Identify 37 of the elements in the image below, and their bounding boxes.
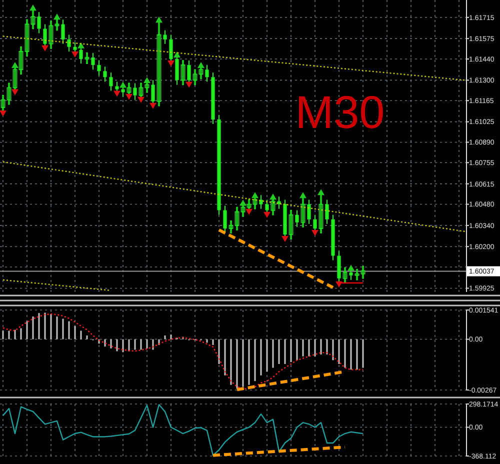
annotation: M30 <box>295 86 385 138</box>
point <box>348 264 354 271</box>
point <box>270 194 276 200</box>
point <box>198 62 204 68</box>
point <box>282 236 288 242</box>
point <box>240 200 246 206</box>
point <box>312 230 318 236</box>
point <box>318 189 324 196</box>
point <box>42 45 48 52</box>
point <box>72 51 78 58</box>
point <box>12 89 18 96</box>
point <box>138 96 144 103</box>
point <box>30 4 36 11</box>
candlestick <box>109 72 113 91</box>
candlestick <box>354 268 360 280</box>
point <box>156 16 162 23</box>
point <box>78 42 84 48</box>
line-series <box>2 404 364 456</box>
point <box>150 102 156 109</box>
point <box>264 212 270 218</box>
point <box>0 110 6 116</box>
point <box>174 51 180 58</box>
point <box>252 192 258 198</box>
point <box>114 90 120 97</box>
point <box>54 14 60 20</box>
point <box>186 82 192 88</box>
point <box>126 94 132 100</box>
point <box>300 192 306 198</box>
point <box>144 77 150 84</box>
candlestick <box>163 30 167 44</box>
point <box>12 62 18 68</box>
line-series <box>2 313 364 390</box>
point <box>246 208 252 215</box>
point <box>168 60 174 67</box>
point <box>120 82 126 88</box>
candlestick <box>84 52 90 64</box>
candlestick <box>133 83 137 100</box>
